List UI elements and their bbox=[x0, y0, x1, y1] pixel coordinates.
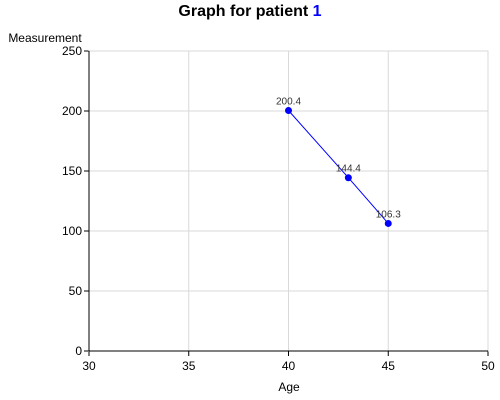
x-axis-label: Age bbox=[278, 380, 300, 394]
x-tick-label: 45 bbox=[382, 359, 396, 373]
data-point bbox=[384, 219, 392, 227]
x-tick-label: 40 bbox=[282, 359, 296, 373]
y-tick-label: 100 bbox=[62, 224, 82, 238]
x-tick-label: 30 bbox=[82, 359, 96, 373]
y-tick-label: 200 bbox=[62, 104, 82, 118]
axes bbox=[84, 50, 489, 356]
chart-title-patient-id: 1 bbox=[313, 3, 322, 20]
y-tick-label: 50 bbox=[69, 284, 83, 298]
tick-labels: 30 35 40 45 50 0 50 100 150 200 250 bbox=[62, 44, 495, 373]
chart-title: Graph for patient 1 bbox=[178, 3, 321, 20]
x-tick-label: 50 bbox=[481, 359, 495, 373]
y-tick-label: 250 bbox=[62, 44, 82, 58]
chart-title-text: Graph for patient bbox=[178, 3, 308, 20]
data-label: 106.3 bbox=[376, 209, 401, 220]
data-label: 144.4 bbox=[336, 164, 361, 175]
y-tick-label: 150 bbox=[62, 164, 82, 178]
series-layer: 200.4 144.4 106.3 bbox=[276, 97, 401, 227]
x-tick-label: 35 bbox=[182, 359, 196, 373]
data-label: 200.4 bbox=[276, 97, 301, 108]
y-axis-label: Measurement bbox=[8, 31, 82, 45]
data-point bbox=[344, 174, 352, 182]
y-tick-label: 0 bbox=[75, 344, 82, 358]
data-point bbox=[285, 107, 292, 115]
